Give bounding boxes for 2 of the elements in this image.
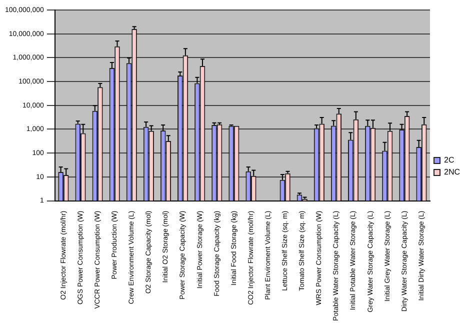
legend-label: 2C — [444, 156, 454, 165]
legend-label: 2NC — [444, 168, 460, 177]
